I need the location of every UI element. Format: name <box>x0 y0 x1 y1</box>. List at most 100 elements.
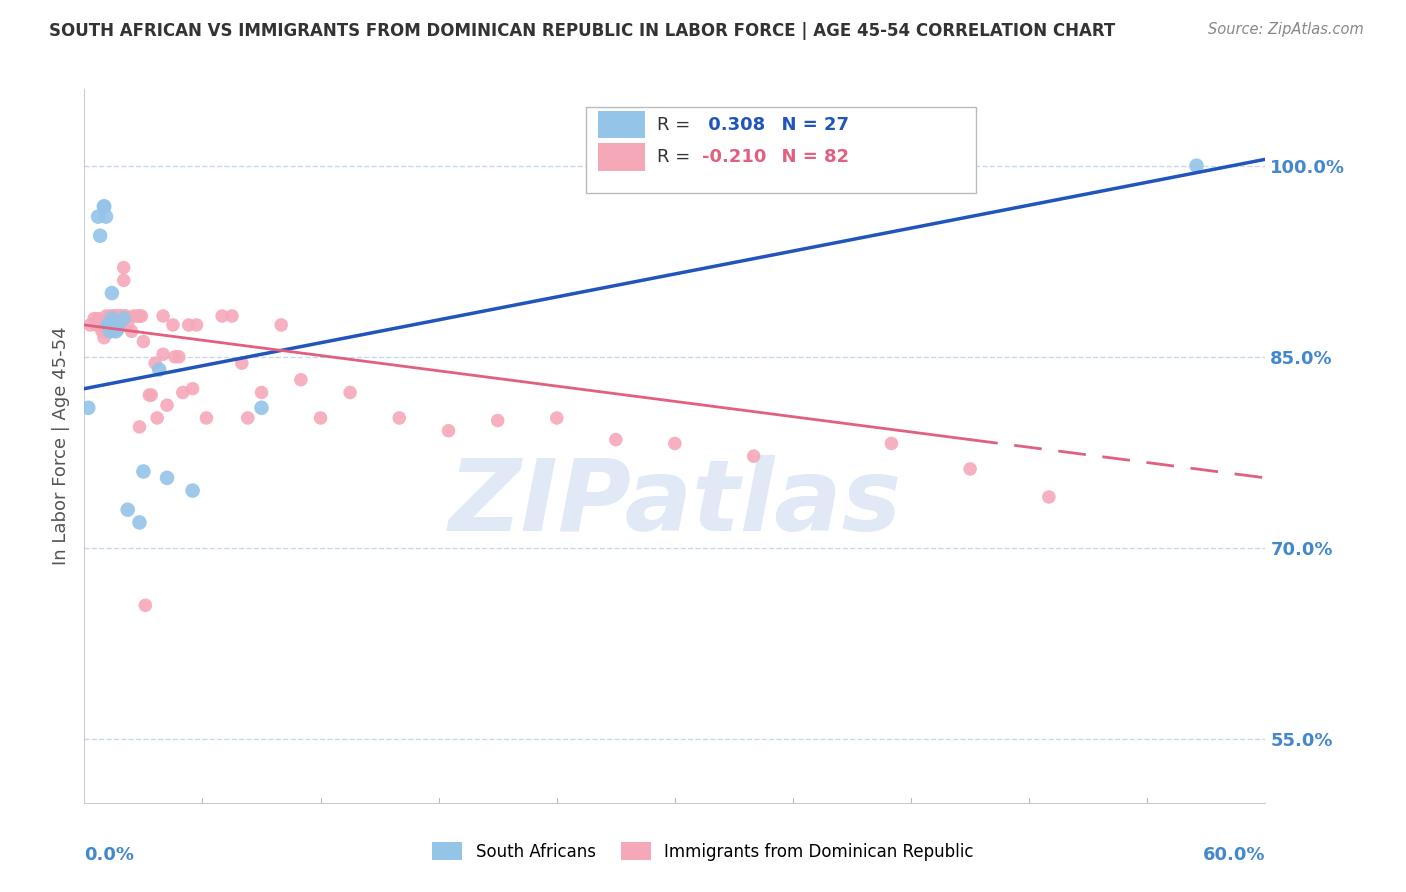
Point <box>664 436 686 450</box>
Point <box>98 318 121 332</box>
Point <box>112 260 135 275</box>
Point <box>101 318 124 332</box>
Point <box>104 311 127 326</box>
Text: SOUTH AFRICAN VS IMMIGRANTS FROM DOMINICAN REPUBLIC IN LABOR FORCE | AGE 45-54 C: SOUTH AFRICAN VS IMMIGRANTS FROM DOMINIC… <box>49 22 1115 40</box>
Point <box>134 599 156 613</box>
Point <box>880 436 903 450</box>
Point <box>93 199 115 213</box>
Point <box>1185 159 1208 173</box>
Point <box>98 318 121 332</box>
Legend: South Africans, Immigrants from Dominican Republic: South Africans, Immigrants from Dominica… <box>426 836 980 868</box>
Point <box>181 483 204 498</box>
Point <box>101 318 124 332</box>
Point <box>143 356 166 370</box>
Point <box>101 311 124 326</box>
Point <box>152 309 174 323</box>
Point <box>97 318 120 332</box>
Text: 0.308: 0.308 <box>702 116 765 134</box>
Point <box>290 373 312 387</box>
Point <box>231 356 253 370</box>
Y-axis label: In Labor Force | Age 45-54: In Labor Force | Age 45-54 <box>52 326 70 566</box>
Point <box>309 411 332 425</box>
Text: ZIPatlas: ZIPatlas <box>449 455 901 551</box>
Point <box>89 228 111 243</box>
Point <box>79 318 101 332</box>
Point <box>221 309 243 323</box>
Point <box>103 324 125 338</box>
Point <box>156 398 179 412</box>
Text: 60.0%: 60.0% <box>1204 846 1265 863</box>
FancyBboxPatch shape <box>586 107 976 193</box>
Point <box>101 286 124 301</box>
Point <box>97 314 120 328</box>
Point <box>93 318 115 332</box>
Point <box>156 471 179 485</box>
Point <box>959 462 981 476</box>
Point <box>236 411 259 425</box>
Point <box>104 318 127 332</box>
Point <box>104 309 127 323</box>
Point <box>91 318 114 332</box>
Point <box>103 309 125 323</box>
Point <box>93 199 115 213</box>
Point <box>127 309 149 323</box>
Point <box>101 309 124 323</box>
Point <box>132 465 155 479</box>
Point <box>167 350 190 364</box>
Point <box>211 309 233 323</box>
Point <box>177 318 200 332</box>
Point <box>146 411 169 425</box>
Point <box>98 309 121 323</box>
Point <box>148 362 170 376</box>
Point <box>93 318 115 332</box>
Point <box>104 309 127 323</box>
Text: R =: R = <box>657 148 696 166</box>
Point <box>128 420 150 434</box>
Point <box>546 411 568 425</box>
Point <box>195 411 218 425</box>
Point <box>117 318 139 332</box>
Point <box>93 324 115 338</box>
Point <box>141 388 163 402</box>
Point <box>162 318 184 332</box>
Point <box>742 449 765 463</box>
Point <box>87 210 110 224</box>
Text: Source: ZipAtlas.com: Source: ZipAtlas.com <box>1208 22 1364 37</box>
Point <box>121 324 143 338</box>
Point <box>107 314 129 328</box>
Point <box>270 318 292 332</box>
Point <box>339 385 361 400</box>
Point <box>107 318 129 332</box>
Point <box>250 385 273 400</box>
Point <box>128 516 150 530</box>
Point <box>97 324 120 338</box>
Point <box>87 311 110 326</box>
Point <box>388 411 411 425</box>
Point <box>103 318 125 332</box>
Text: -0.210: -0.210 <box>702 148 766 166</box>
Point <box>138 388 160 402</box>
FancyBboxPatch shape <box>598 144 645 170</box>
Point <box>91 324 114 338</box>
Point <box>104 318 127 332</box>
Point <box>122 309 145 323</box>
Point <box>112 311 135 326</box>
Point <box>94 309 117 323</box>
Point <box>97 318 120 332</box>
Text: R =: R = <box>657 116 696 134</box>
Text: N = 82: N = 82 <box>769 148 849 166</box>
Point <box>94 210 117 224</box>
Point <box>1038 490 1060 504</box>
Point <box>163 350 186 364</box>
Point <box>103 318 125 332</box>
Point <box>250 401 273 415</box>
Point <box>181 382 204 396</box>
Point <box>104 318 127 332</box>
Point <box>93 331 115 345</box>
Point <box>101 318 124 332</box>
Point <box>112 309 135 323</box>
Text: N = 27: N = 27 <box>769 116 849 134</box>
Point <box>93 318 115 332</box>
Point <box>89 318 111 332</box>
Point <box>112 273 135 287</box>
